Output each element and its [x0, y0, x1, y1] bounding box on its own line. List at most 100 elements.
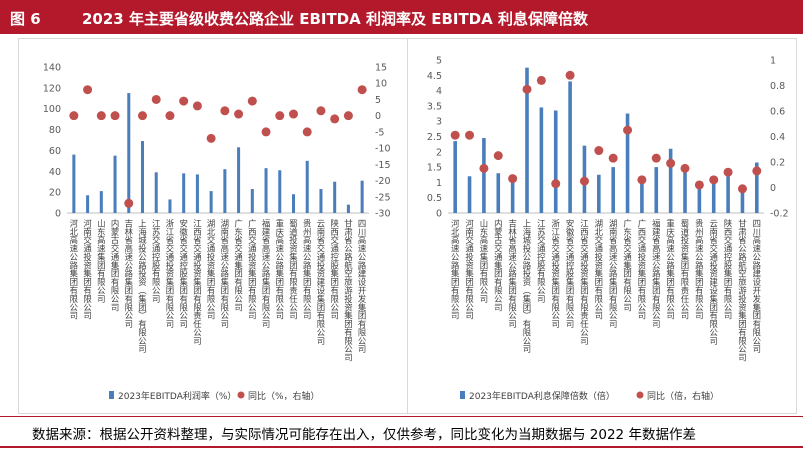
bar-吉林省高速公路集团有限公司: [127, 93, 131, 213]
chart-ebitda-margin: 0 20 40 60 80 100 120 140 -30 -25 -20 -15 -10 -5 0 5 10 1…: [43, 63, 391, 403]
dot-江西省交通投资集团有限责任公司: [192, 101, 202, 111]
figure-title-bar: 图 6 2023 年主要省级收费公路企业 EBITDA 利润率及 EBITDA …: [0, 0, 803, 34]
dot-河南交通投资集团有限公司: [465, 130, 475, 140]
x-tick-label: 内蒙古交通集团有限公司: [110, 218, 120, 311]
y-right-tick-label: -10: [375, 144, 391, 155]
bar-四川高速公路建设开发集团有限公司: [360, 180, 364, 213]
x-tick-label: 贵州高速公路集团有限公司: [694, 218, 704, 319]
y-left-tick-label: 0: [436, 209, 442, 220]
dot-湖南省高速公路集团有限公司: [608, 153, 618, 163]
y-right-tick-label: -20: [375, 176, 391, 187]
dot-湖南省高速公路集团有限公司: [220, 106, 230, 116]
bar-云南省交通投资建设集团有限公司: [319, 189, 323, 213]
y-left-tick-label: 5: [436, 56, 442, 67]
y-right-tick-label: 0.4: [770, 132, 785, 143]
bar-浙江省交通投资集团有限公司: [553, 110, 558, 213]
dot-内蒙古交通集团有限公司: [493, 151, 503, 161]
x-tick-label: 云南省交通投资建设集团有限公司: [316, 219, 326, 345]
y-right-tick-label: 0.2: [770, 158, 785, 169]
x-tick-label: 蜀道投资集团有限责任公司: [289, 219, 299, 320]
y-left-tick-label: 0.5: [427, 193, 442, 204]
dot-四川高速公路建设开发集团有限公司: [752, 166, 762, 176]
x-tick-label: 上海城投公路投资（集团）有限公司: [138, 219, 148, 353]
dot-贵州高速公路集团有限公司: [302, 127, 312, 137]
bar-浙江省交通投资集团有限公司: [168, 199, 172, 213]
x-tick-label: 河北高速公路集团有限公司: [450, 218, 460, 319]
bar-福建省高速公路集团有限公司: [654, 167, 659, 213]
x-tick-label: 贵州高速公路集团有限公司: [302, 218, 312, 319]
chart-panel-interest-coverage: 0 0.5 1 1.5 2 2.5 3 3.5 4 4.5 5 -0.2 0 0.2 0.4 0.6 0.8 1 河…: [407, 38, 797, 414]
source-divider: [0, 416, 803, 417]
bar-江西省交通投资集团有限责任公司: [195, 174, 199, 213]
bar-陕西交通控股集团有限公司: [726, 176, 730, 213]
x-tick-label: 江苏交通控股有限公司: [151, 219, 161, 303]
x-tick-label: 河南交通投资集团有限公司: [465, 218, 475, 319]
y-right-tick-label: -25: [375, 192, 391, 203]
legend-bar-swatch: [460, 391, 465, 399]
x-tick-label: 陕西交通控股集团有限公司: [723, 218, 733, 319]
x-tick-label: 湖南省高速公路集团有限公司: [220, 219, 230, 328]
dot-上海城投公路投资（集团）有限公司: [522, 84, 532, 94]
x-tick-label: 湖北交通投资集团有限公司: [206, 219, 216, 320]
x-tick-label: 安徽省交通控股集团有限公司: [179, 218, 189, 328]
y-left-tick-label: 20: [49, 188, 61, 199]
bar-湖南省高速公路集团有限公司: [611, 167, 615, 213]
dot-四川高速公路建设开发集团有限公司: [357, 85, 367, 95]
bar-江苏交通控股有限公司: [539, 107, 544, 213]
y-left-tick-label: 140: [43, 63, 61, 74]
y-left-tick-label: 60: [49, 146, 61, 157]
bar-上海城投公路投资（集团）有限公司: [525, 67, 529, 214]
x-tick-label: 四川高速公路建设开发集团有限公司: [752, 219, 762, 353]
dot-福建省高速公路集团有限公司: [651, 153, 661, 163]
dot-甘肃省公路航空旅游投资集团有限公司: [343, 111, 353, 121]
x-tick-label: 甘肃省公路航空旅游投资集团有限公司: [343, 218, 353, 361]
bar-广东省交通集团有限公司: [625, 113, 630, 213]
bar-湖北交通投资集团有限公司: [597, 174, 601, 213]
legend-dot-swatch: [237, 391, 245, 399]
bar-安徽省交通控股集团有限公司: [568, 81, 572, 213]
bar-福建省高速公路集团有限公司: [264, 168, 268, 213]
bar-蜀道投资集团有限责任公司: [291, 194, 296, 213]
x-tick-label: 河南交通投资集团有限公司: [83, 218, 93, 319]
bar-湖北交通投资集团有限公司: [209, 191, 213, 213]
y-right-tick-label: 15: [375, 63, 387, 74]
dot-安徽省交通控股集团有限公司: [179, 96, 189, 106]
x-tick-label: 浙江省交通投资集团有限公司: [165, 218, 175, 328]
source-note: 数据来源：根据公开资料整理，与实际情况可能存在出入，仅供参考，同比变化为当期数据…: [32, 427, 696, 443]
dot-蜀道投资集团有限责任公司: [289, 109, 298, 119]
y-left-tick-label: 4.5: [427, 71, 442, 82]
bar-甘肃省公路航空旅游投资集团有限公司: [346, 204, 350, 213]
dot-广西交通投资集团有限公司: [247, 96, 257, 106]
x-tick-label: 广东省交通集团有限公司: [234, 218, 244, 311]
x-tick-label: 重庆高速公路集团有限公司: [666, 218, 676, 319]
dot-广西交通投资集团有限公司: [637, 175, 647, 185]
dot-上海城投公路投资（集团）有限公司: [138, 111, 147, 121]
y-right-tick-label: -0.2: [770, 209, 789, 220]
x-tick-label: 内蒙古交通集团有限公司: [493, 218, 503, 311]
chart-interest-coverage: 0 0.5 1 1.5 2 2.5 3 3.5 4 4.5 5 -0.2 0 0.2 0.4 0.6 0.8 1 河…: [427, 56, 789, 403]
x-tick-label: 浙江省交通投资集团有限公司: [551, 218, 561, 328]
x-tick-label: 山东高速集团有限公司: [479, 218, 489, 303]
bar-江苏交通控股有限公司: [154, 172, 158, 213]
y-left-tick-label: 4: [436, 86, 442, 97]
dot-山东高速集团有限公司: [479, 163, 489, 173]
bar-重庆高速公路集团有限公司: [668, 148, 673, 213]
y-left-tick-label: 80: [49, 125, 61, 136]
y-left-tick-label: 2.5: [427, 132, 442, 143]
x-tick-label: 重庆高速公路集团有限公司: [275, 218, 285, 319]
x-tick-label: 四川高速公路建设开发集团有限公司: [357, 219, 367, 353]
bar-内蒙古交通集团有限公司: [113, 155, 117, 213]
x-tick-label: 甘肃省公路航空旅游投资集团有限公司: [737, 218, 747, 361]
bar-贵州高速公路集团有限公司: [305, 160, 309, 213]
dot-河南交通投资集团有限公司: [83, 85, 93, 95]
chart-panel-ebitda-margin: 0 20 40 60 80 100 120 140 -30 -25 -20 -15 -10 -5 0 5 10 1…: [18, 38, 408, 414]
legend-bar-swatch: [109, 391, 114, 399]
y-left-tick-label: 2: [436, 147, 442, 158]
bar-云南省交通投资建设集团有限公司: [711, 183, 716, 213]
x-tick-label: 吉林省高速公路集团有限公司: [508, 219, 518, 328]
dot-贵州高速公路集团有限公司: [694, 180, 704, 190]
bar-贵州高速公路集团有限公司: [697, 183, 702, 213]
legend-bar-label: 2023年EBITDA利润率（%）: [118, 390, 236, 402]
x-tick-label: 广西交通投资集团有限公司: [247, 218, 257, 319]
bar-广东省交通集团有限公司: [237, 147, 241, 213]
